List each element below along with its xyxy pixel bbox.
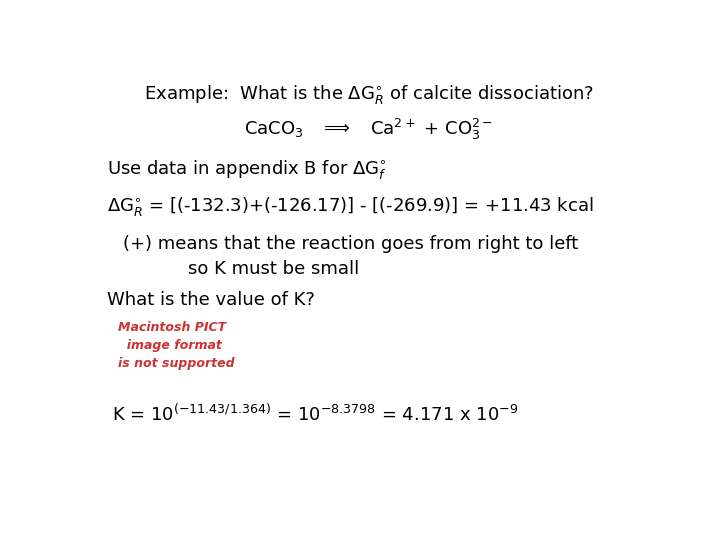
Text: Use data in appendix B for $\Delta$G$^{\circ}_{f}$: Use data in appendix B for $\Delta$G$^{\…: [107, 158, 387, 181]
Text: so K must be small: so K must be small: [188, 260, 359, 278]
Text: Macintosh PICT
  image format
is not supported: Macintosh PICT image format is not suppo…: [118, 321, 235, 369]
Text: CaCO$_{3}$   $\Longrightarrow$   Ca$^{2+}$ + CO$_{3}^{2-}$: CaCO$_{3}$ $\Longrightarrow$ Ca$^{2+}$ +…: [245, 117, 493, 142]
Text: K = 10$^{(-11.43/1.364)}$ = 10$^{-8.3798}$ = 4.171 x 10$^{-9}$: K = 10$^{(-11.43/1.364)}$ = 10$^{-8.3798…: [112, 404, 518, 425]
Text: What is the value of K?: What is the value of K?: [107, 292, 315, 309]
Text: Example:  What is the $\Delta$G$^{\circ}_{R}$ of calcite dissociation?: Example: What is the $\Delta$G$^{\circ}_…: [144, 84, 594, 106]
Text: $\Delta$G$^{\circ}_{R}$ = [(-132.3)+(-126.17)] - [(-269.9)] = +11.43 kcal: $\Delta$G$^{\circ}_{R}$ = [(-132.3)+(-12…: [107, 196, 593, 219]
Text: (+) means that the reaction goes from right to left: (+) means that the reaction goes from ri…: [124, 235, 579, 253]
